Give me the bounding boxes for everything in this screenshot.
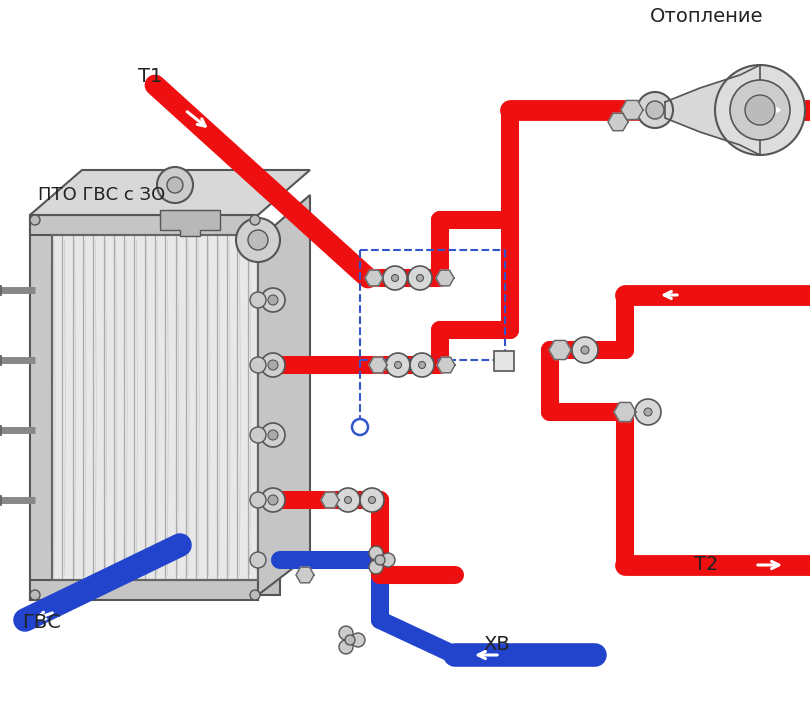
Circle shape — [344, 496, 352, 503]
Circle shape — [581, 346, 589, 354]
Circle shape — [386, 353, 410, 377]
Circle shape — [375, 555, 385, 565]
Circle shape — [261, 423, 285, 447]
Circle shape — [572, 337, 598, 363]
Polygon shape — [321, 492, 339, 508]
Circle shape — [261, 488, 285, 512]
Text: ПТО ГВС с ЗО: ПТО ГВС с ЗО — [38, 186, 165, 204]
Text: Отопление: Отопление — [650, 7, 764, 26]
Circle shape — [261, 353, 285, 377]
Polygon shape — [437, 357, 455, 373]
Circle shape — [30, 215, 40, 225]
Circle shape — [268, 360, 278, 370]
Circle shape — [369, 560, 383, 574]
Circle shape — [339, 626, 353, 640]
Circle shape — [360, 488, 384, 512]
Polygon shape — [621, 100, 643, 119]
Circle shape — [250, 492, 266, 508]
Circle shape — [352, 419, 368, 435]
Text: T2: T2 — [694, 555, 718, 574]
Circle shape — [381, 553, 395, 567]
Text: ХВ: ХВ — [483, 635, 509, 654]
Circle shape — [416, 274, 424, 282]
Circle shape — [394, 362, 402, 369]
Text: ГВС: ГВС — [22, 613, 61, 632]
Polygon shape — [436, 270, 454, 286]
Circle shape — [637, 92, 673, 128]
Circle shape — [391, 274, 399, 282]
Circle shape — [248, 230, 268, 250]
Polygon shape — [258, 240, 280, 595]
Polygon shape — [614, 402, 636, 421]
Circle shape — [644, 408, 652, 416]
Circle shape — [250, 552, 266, 568]
Circle shape — [250, 590, 260, 600]
Polygon shape — [160, 210, 220, 236]
Circle shape — [383, 266, 407, 290]
Circle shape — [419, 362, 425, 369]
Circle shape — [715, 65, 805, 155]
Polygon shape — [30, 580, 258, 600]
Circle shape — [250, 215, 260, 225]
Circle shape — [250, 427, 266, 443]
Polygon shape — [52, 235, 258, 580]
Circle shape — [167, 177, 183, 193]
Circle shape — [336, 488, 360, 512]
Polygon shape — [365, 270, 383, 286]
Circle shape — [268, 430, 278, 440]
Circle shape — [250, 292, 266, 308]
Circle shape — [157, 167, 193, 203]
Circle shape — [345, 635, 355, 645]
Circle shape — [268, 495, 278, 505]
Polygon shape — [258, 195, 310, 595]
Polygon shape — [369, 357, 387, 373]
Polygon shape — [608, 113, 628, 131]
Polygon shape — [30, 170, 310, 215]
Circle shape — [369, 496, 376, 503]
Circle shape — [339, 640, 353, 654]
Polygon shape — [30, 215, 258, 235]
Circle shape — [635, 399, 661, 425]
Circle shape — [730, 80, 790, 140]
Circle shape — [351, 633, 365, 647]
Circle shape — [261, 288, 285, 312]
Circle shape — [250, 357, 266, 373]
Polygon shape — [549, 340, 571, 359]
Polygon shape — [30, 215, 52, 600]
Circle shape — [236, 218, 280, 262]
Text: T1: T1 — [138, 67, 162, 86]
Circle shape — [369, 546, 383, 560]
Circle shape — [410, 353, 434, 377]
FancyBboxPatch shape — [494, 351, 514, 371]
Circle shape — [408, 266, 432, 290]
Circle shape — [268, 295, 278, 305]
Polygon shape — [296, 567, 314, 583]
Circle shape — [745, 95, 775, 125]
Polygon shape — [665, 65, 760, 155]
Circle shape — [646, 101, 664, 119]
Circle shape — [30, 590, 40, 600]
